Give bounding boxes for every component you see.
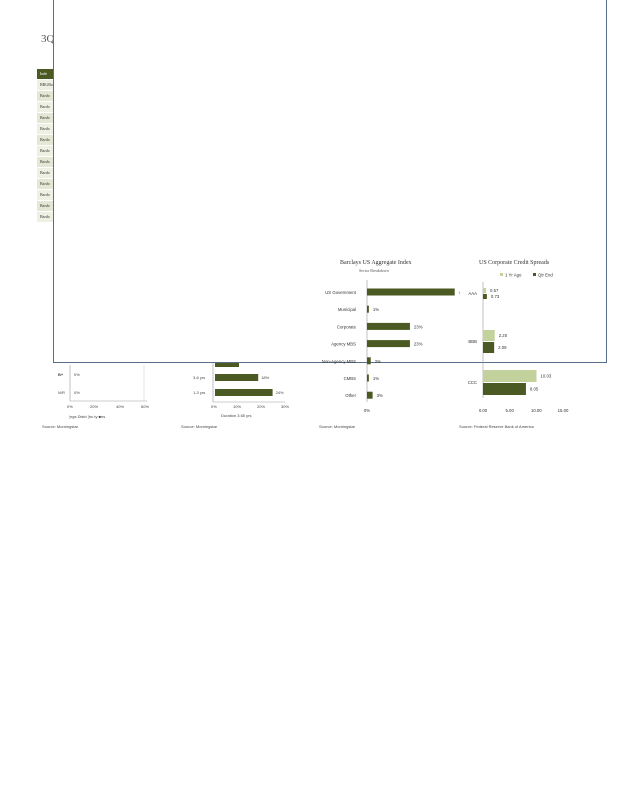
maturity-source: Source: Morningstar: [181, 424, 218, 429]
maturity-xlabel: Duration 3.65 yrs: [221, 413, 252, 418]
sector-data-label: 23%: [414, 324, 423, 329]
index-table-row: Bardo: [37, 190, 54, 200]
index-table-row: BBGBa: [37, 80, 54, 90]
ratings-row-label: N/R: [58, 390, 65, 395]
ratings-chart-svg: [69, 365, 147, 402]
index-table-row: Bardo: [37, 179, 54, 189]
spreads-category-label: CCC: [468, 380, 477, 385]
maturity-row-label: 3-6 yrs: [193, 375, 206, 380]
ratings-tick: 20%: [90, 404, 99, 409]
sector-data-label: 2%: [375, 359, 381, 364]
spreads-data-label: 10.03: [540, 374, 551, 379]
sector-category-label: CMBS: [344, 376, 357, 381]
maturity-tick: 30%: [281, 404, 290, 409]
maturity-tick: 0%: [211, 404, 217, 409]
sector-bar: [367, 305, 369, 313]
sector-source: Source: Morningstar: [319, 424, 356, 429]
spreads-category-label: AAA: [468, 291, 477, 296]
sector-category-label: Agency MBS: [331, 342, 356, 347]
ratings-tick: 40%: [116, 404, 125, 409]
maturity-tick: 10%: [233, 404, 242, 409]
index-table: Inde BBGBa Bardo Bardo Bardo Bardo Bardo Bardo…: [37, 69, 54, 223]
sector-category-label: Other: [345, 393, 356, 398]
index-table-row: Bardo: [37, 113, 54, 123]
index-table-row: Bardo: [37, 157, 54, 167]
index-table-row: Bardo: [37, 124, 54, 134]
maturity-tick: 20%: [257, 404, 266, 409]
index-table-row: Bardo: [37, 91, 54, 101]
maturity-row-label: 1-3 yrs: [193, 390, 206, 395]
spreads-legend-label: Qtr End: [538, 273, 553, 278]
spreads-data-label: 8.05: [530, 387, 539, 392]
index-table-row: Bardo: [37, 135, 54, 145]
spreads-tick-label: 10.00: [531, 408, 542, 413]
sector-chart-svg: US Government 47% Municipal 1% Corporate 23% A…: [322, 280, 460, 413]
ratings-source: Source: Morningstar: [42, 424, 79, 429]
spreads-bar: [483, 294, 487, 299]
sector-data-label: 1%: [373, 307, 379, 312]
sector-category-label: Corporate: [337, 324, 357, 329]
sector-category-label: Municipal: [338, 307, 356, 312]
spreads-bar: [483, 342, 495, 353]
index-table-row: Bardo: [37, 102, 54, 112]
spreads-tick-label: 0.00: [479, 408, 488, 413]
spreads-bar: [483, 383, 526, 395]
sector-data-label: 47%: [459, 290, 460, 295]
spreads-category-label: BBB: [468, 339, 477, 344]
spreads-bar: [483, 330, 495, 341]
ratings-row-value: 0%: [74, 372, 80, 377]
index-table-row: Bardo: [37, 146, 54, 156]
spreads-chart-title: US Corporate Credit Spreads: [479, 260, 550, 266]
maturity-row-value: 24%: [275, 390, 284, 395]
sector-category-label: Non-Agency MBS: [322, 359, 356, 364]
index-table-header: Inde: [37, 69, 54, 79]
sector-category-label: US Government: [325, 290, 357, 295]
sector-data-label: 1%: [373, 376, 379, 381]
ratings-row-value: 0%: [74, 390, 80, 395]
spreads-legend-swatch: [533, 273, 536, 276]
ratings-row-label: B+: [58, 372, 64, 377]
spreads-data-label: 0.73: [491, 294, 500, 299]
sector-bar: [367, 322, 410, 330]
spreads-bar: [483, 370, 537, 382]
index-table-row: Bardo: [37, 212, 54, 222]
spreads-chart-svg: 1 Yr Ago Qtr End AAA 0.570.73 BBB 2.20 2.09 CCC…: [468, 273, 569, 414]
ratings-tick: 60%: [141, 404, 150, 409]
sector-chart-title: Barclays US Aggregate Index: [340, 260, 412, 266]
maturity-row-value: 18%: [261, 375, 270, 380]
maturity-bar-partial: [215, 362, 239, 367]
sector-bar: [367, 357, 371, 365]
spreads-legend-label: 1 Yr Ago: [505, 273, 522, 278]
spreads-data-label: 2.09: [498, 345, 507, 350]
spreads-source: Source: Federal Reserve Bank of America: [459, 424, 534, 429]
index-table-row: Bardo: [37, 168, 54, 178]
spreads-legend-swatch: [500, 273, 503, 276]
overlay-chart-frame[interactable]: [53, 0, 607, 363]
spreads-tick-label: 5.00: [505, 408, 514, 413]
index-table-row: Bardo: [37, 201, 54, 211]
ratings-legend: ¦ngs Distri ¦bu ty ■ns: [69, 414, 106, 419]
spreads-data-label: 0.57: [490, 288, 499, 293]
sector-bar: [367, 288, 455, 296]
spreads-data-label: 2.20: [499, 333, 508, 338]
sector-data-label: 3%: [377, 393, 383, 398]
sector-bar: [367, 374, 369, 382]
spreads-tick-label: 15.00: [558, 408, 569, 413]
sector-bar: [367, 391, 373, 399]
maturity-bar: [215, 389, 273, 396]
ratings-tick: 0%: [67, 404, 73, 409]
sector-chart-subtitle: Sector Breakdown: [359, 268, 389, 273]
spreads-bar: [483, 288, 487, 293]
sector-tick-label: 0%: [364, 408, 370, 413]
sector-data-label: 23%: [414, 342, 423, 347]
maturity-bar: [215, 374, 259, 381]
sector-bar: [367, 340, 410, 348]
